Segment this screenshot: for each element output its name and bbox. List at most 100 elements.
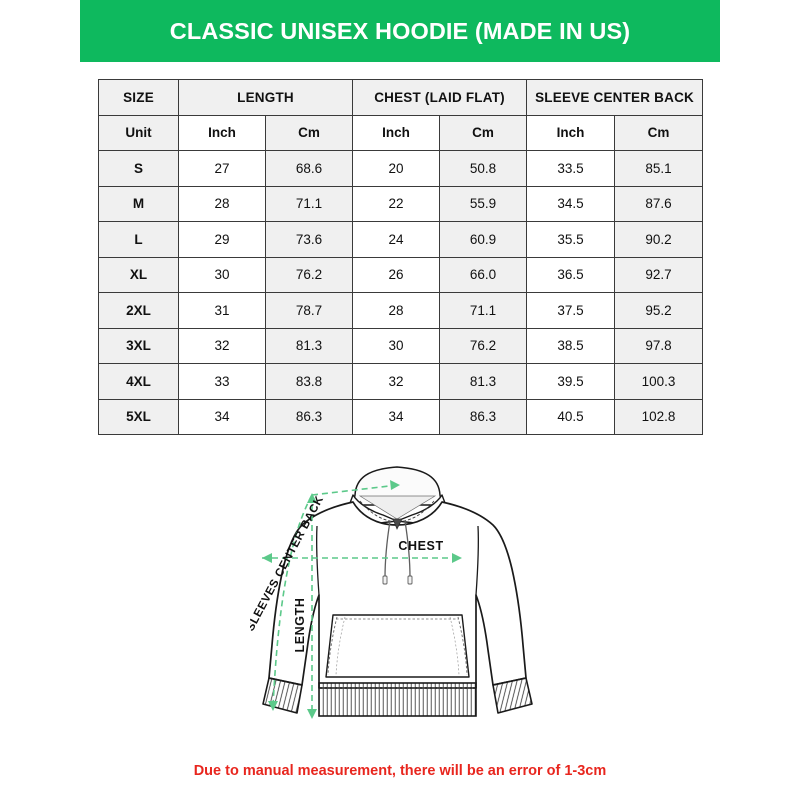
sleeve-center-back-guide — [272, 494, 313, 708]
chest-arrow-right — [452, 553, 462, 563]
cell-sleeve-cm: 100.3 — [614, 363, 704, 400]
cell-chest-inch: 28 — [352, 292, 441, 329]
length-measurement-label: LENGTH — [293, 598, 307, 653]
length-arrow-top — [307, 493, 317, 503]
neck-notch — [392, 518, 403, 530]
cell-chest-cm: 50.8 — [439, 150, 528, 187]
cell-length-inch: 32 — [178, 327, 266, 364]
unit-header-sleeve-cm: Cm — [614, 114, 704, 151]
cell-chest-cm: 60.9 — [439, 221, 528, 258]
chest-arrow-left — [262, 553, 272, 563]
group-header-chest: CHEST (LAID FLAT) — [352, 79, 528, 116]
pocket-right-opening — [457, 616, 468, 676]
cell-length-inch: 33 — [178, 363, 266, 400]
cell-sleeve-cm: 90.2 — [614, 221, 704, 258]
cuff-right — [492, 677, 533, 714]
pocket-inner-right — [449, 616, 460, 676]
shoulder-guide-line — [311, 484, 399, 496]
cell-sleeve-cm: 97.8 — [614, 327, 704, 364]
cuff-left — [262, 677, 303, 714]
table-row: 3XL 32 81.3 30 76.2 38.5 97.8 — [98, 327, 704, 364]
cell-size: XL — [98, 256, 179, 293]
cell-sleeve-inch: 38.5 — [526, 327, 616, 364]
cell-sleeve-inch: 34.5 — [526, 185, 616, 222]
cell-chest-cm: 76.2 — [439, 327, 528, 364]
cell-sleeve-cm: 87.6 — [614, 185, 704, 222]
cell-length-cm: 86.3 — [264, 398, 354, 435]
cell-length-cm: 78.7 — [264, 292, 354, 329]
cell-chest-cm: 86.3 — [439, 398, 528, 435]
pocket-inner-left — [335, 616, 346, 676]
page-title: CLASSIC UNISEX HOODIE (MADE IN US) — [169, 17, 631, 44]
kangaroo-pocket — [325, 614, 470, 678]
cell-sleeve-cm: 92.7 — [614, 256, 704, 293]
hoodie-illustration-svg: CHEST LENGTH SLEEVES CENTER BACK — [250, 466, 533, 719]
cell-chest-cm: 71.1 — [439, 292, 528, 329]
unit-header-unit: Unit — [98, 114, 179, 151]
unit-header-chest-inch: Inch — [352, 114, 441, 151]
hood-lining — [358, 495, 437, 520]
cell-sleeve-inch: 33.5 — [526, 150, 616, 187]
cell-chest-inch: 24 — [352, 221, 441, 258]
cell-chest-cm: 66.0 — [439, 256, 528, 293]
cell-length-cm: 73.6 — [264, 221, 354, 258]
cell-size: 2XL — [98, 292, 179, 329]
cell-size: 5XL — [98, 398, 179, 435]
hoodie-measurement-diagram: CHEST LENGTH SLEEVES CENTER BACK — [250, 445, 560, 745]
aglet-right — [407, 575, 413, 585]
group-header-length: LENGTH — [177, 79, 354, 116]
table-row: L 29 73.6 24 60.9 35.5 90.2 — [98, 221, 704, 258]
cell-chest-inch: 22 — [352, 185, 441, 222]
table-row: S 27 68.6 20 50.8 33.5 85.1 — [98, 150, 704, 187]
cell-length-cm: 76.2 — [264, 256, 354, 293]
cell-sleeve-inch: 39.5 — [526, 363, 616, 400]
cell-chest-cm: 81.3 — [439, 363, 528, 400]
cell-length-inch: 28 — [178, 185, 266, 222]
unit-header-length-cm: Cm — [264, 114, 354, 151]
unit-header-chest-cm: Cm — [439, 114, 528, 151]
cell-size: 4XL — [98, 363, 179, 400]
cell-chest-inch: 20 — [352, 150, 441, 187]
measurement-guides-group — [262, 484, 462, 717]
group-header-size: SIZE — [98, 79, 179, 116]
cell-sleeve-inch: 35.5 — [526, 221, 616, 258]
cell-sleeve-cm: 85.1 — [614, 150, 704, 187]
unit-header-length-inch: Inch — [178, 114, 266, 151]
sleeve-arrow-bottom — [268, 701, 278, 711]
cell-size: L — [98, 221, 179, 258]
table-row: 2XL 31 78.7 28 71.1 37.5 95.2 — [98, 292, 704, 329]
cell-size: 3XL — [98, 327, 179, 364]
chest-measurement-label: CHEST — [398, 539, 443, 553]
cell-size: M — [98, 185, 179, 222]
aglet-left — [382, 575, 388, 585]
table-body: S 27 68.6 20 50.8 33.5 85.1 M 28 71.1 22… — [98, 150, 704, 435]
pocket-left-opening — [327, 616, 338, 676]
cell-chest-inch: 34 — [352, 398, 441, 435]
cell-length-inch: 30 — [178, 256, 266, 293]
table-row: 4XL 33 83.8 32 81.3 39.5 100.3 — [98, 363, 704, 400]
unit-header-sleeve-inch: Inch — [526, 114, 616, 151]
cell-length-inch: 31 — [178, 292, 266, 329]
size-chart-table: SIZE LENGTH CHEST (LAID FLAT) SLEEVE CEN… — [98, 79, 704, 435]
cell-length-cm: 68.6 — [264, 150, 354, 187]
drawstring-right — [404, 520, 411, 579]
cell-sleeve-inch: 37.5 — [526, 292, 616, 329]
length-arrow-bottom — [307, 709, 317, 719]
cell-length-cm: 81.3 — [264, 327, 354, 364]
table-row: XL 30 76.2 26 66.0 36.5 92.7 — [98, 256, 704, 293]
garment-body-group — [262, 466, 533, 717]
shoulder-arrow-head — [390, 480, 400, 490]
cell-chest-inch: 26 — [352, 256, 441, 293]
cell-chest-inch: 32 — [352, 363, 441, 400]
cell-length-inch: 27 — [178, 150, 266, 187]
table-row: M 28 71.1 22 55.9 34.5 87.6 — [98, 185, 704, 222]
cell-sleeve-cm: 102.8 — [614, 398, 704, 435]
header-banner: CLASSIC UNISEX HOODIE (MADE IN US) — [80, 0, 720, 62]
table-row: 5XL 34 86.3 34 86.3 40.5 102.8 — [98, 398, 704, 435]
cell-sleeve-cm: 95.2 — [614, 292, 704, 329]
cell-length-cm: 83.8 — [264, 363, 354, 400]
cell-chest-inch: 30 — [352, 327, 441, 364]
cell-length-cm: 71.1 — [264, 185, 354, 222]
group-header-sleeve: SLEEVE CENTER BACK — [526, 79, 704, 116]
shoulder-seam-left — [315, 525, 320, 596]
